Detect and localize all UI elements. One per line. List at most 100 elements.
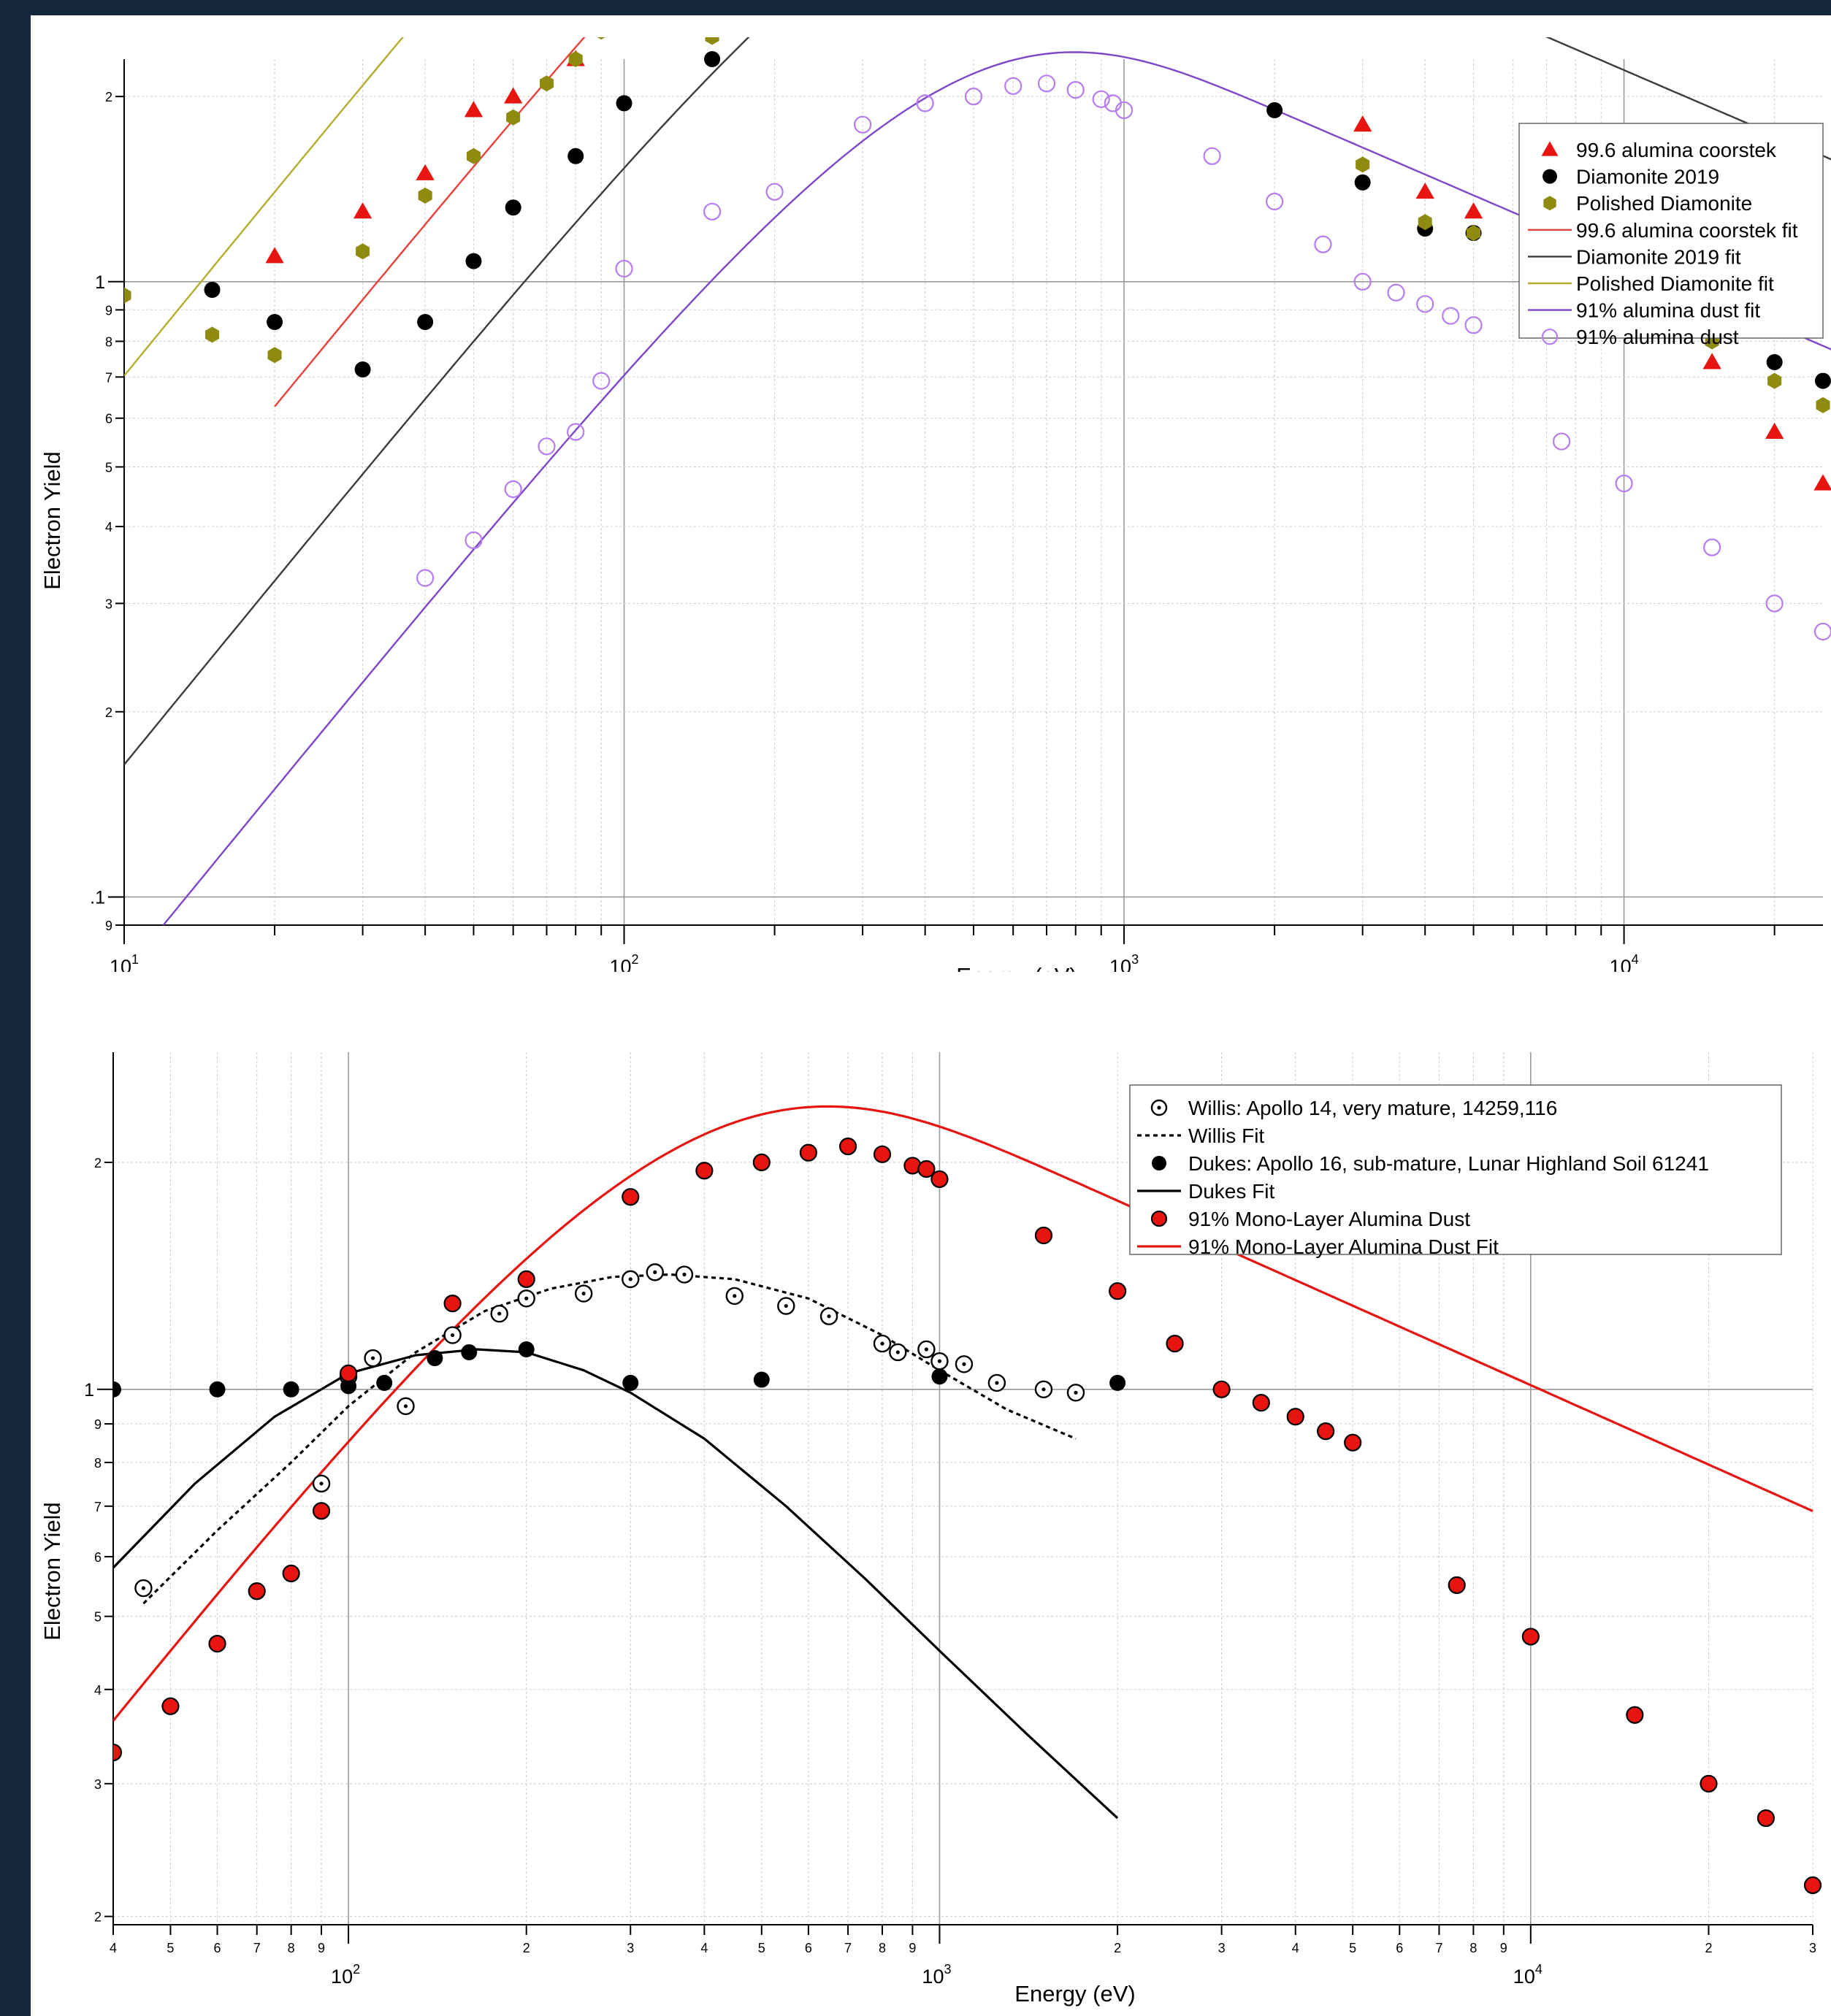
series-line-4 (124, 37, 1831, 765)
data-point (917, 1340, 936, 1359)
data-point (930, 1170, 949, 1189)
data-point (506, 109, 521, 126)
legend-label: 91% Mono-Layer Alumina Dust (1188, 1208, 1470, 1230)
data-point (1765, 594, 1784, 613)
x-minor-tick-label: 2 (523, 1941, 530, 1955)
y-tick-label: 4 (105, 520, 112, 534)
data-point (622, 1374, 639, 1391)
data-point (209, 1381, 226, 1398)
data-point (465, 531, 483, 549)
legend-marker-swatch (1150, 1210, 1168, 1227)
data-point (265, 247, 284, 264)
data-point (504, 87, 523, 104)
x-minor-tick-label: 9 (1500, 1941, 1507, 1955)
data-point (1626, 1706, 1644, 1724)
data-point (1521, 1628, 1540, 1646)
y-tick-label: 7 (105, 370, 112, 385)
y-tick-label: 2 (105, 705, 112, 720)
data-point (765, 183, 784, 201)
legend-entry: 91% Mono-Layer Alumina Dust (1150, 1208, 1470, 1230)
data-point (799, 1143, 817, 1162)
data-point (917, 1160, 936, 1178)
x-minor-tick-label: 3 (1218, 1941, 1226, 1955)
y-tick-label: 9 (105, 919, 112, 933)
y-tick-label: 7 (94, 1500, 102, 1514)
x-major-tick-label: 104 (1513, 1962, 1543, 1988)
data-point (1109, 1282, 1127, 1300)
series-line-3 (274, 37, 586, 407)
data-point (517, 1270, 535, 1288)
legend-marker-swatch (1543, 196, 1556, 211)
x-minor-tick-label: 9 (909, 1941, 916, 1955)
data-point (1464, 202, 1483, 219)
data-point (752, 1153, 771, 1172)
data-point (854, 115, 872, 134)
data-point (416, 569, 435, 587)
x-major-tick-label: 103 (1109, 952, 1139, 972)
data-point (615, 259, 633, 278)
data-point (418, 187, 432, 204)
legend-label: Diamonite 2019 fit (1576, 245, 1741, 268)
data-point (1615, 475, 1633, 493)
data-point (1317, 1422, 1335, 1441)
data-point (1415, 183, 1434, 199)
data-point (622, 1188, 640, 1206)
y-tick-label: 4 (94, 1683, 102, 1698)
data-point (353, 202, 372, 219)
data-point (161, 1697, 180, 1715)
data-point (282, 1564, 300, 1583)
data-point (617, 15, 631, 24)
data-point (1266, 192, 1284, 211)
series-points-7 (416, 74, 1831, 641)
series-line-3 (113, 1348, 1119, 1820)
legend-label: 91% Mono-Layer Alumina Dust Fit (1188, 1235, 1499, 1258)
data-point (1266, 101, 1283, 118)
legend-label: 91% alumina dust (1576, 326, 1739, 348)
x-minor-tick-label: 5 (758, 1941, 765, 1955)
x-axis-label: Energy (eV) (956, 963, 1077, 972)
data-point (705, 37, 719, 45)
x-minor-tick-label: 8 (288, 1941, 295, 1955)
data-point (1034, 1226, 1053, 1245)
data-point (1448, 1576, 1466, 1595)
legend-marker-swatch (1150, 1099, 1168, 1116)
x-minor-tick-label: 4 (110, 1941, 117, 1955)
data-point (955, 1355, 974, 1373)
data-point (1757, 1809, 1775, 1828)
data-point (574, 1284, 593, 1303)
legend-entry: Diamonite 2019 fit (1528, 245, 1741, 268)
legend-entry: 99.6 alumina coorstek fit (1528, 219, 1798, 242)
x-minor-tick-label: 3 (1809, 1941, 1816, 1955)
series-points-4 (113, 1137, 1822, 1894)
data-point (356, 243, 370, 260)
data-point (416, 164, 435, 180)
legend-entry: 91% Mono-Layer Alumina Dust Fit (1137, 1235, 1499, 1258)
x-tick-exponent: 3 (1131, 952, 1139, 967)
data-point (930, 1352, 949, 1371)
x-tick-base: 10 (110, 956, 131, 972)
data-point (622, 1270, 640, 1289)
legend-entry: Dukes: Apollo 16, sub-mature, Lunar High… (1152, 1152, 1709, 1175)
x-minor-tick-label: 6 (805, 1941, 812, 1955)
legend-entry: 91% alumina dust fit (1528, 299, 1760, 322)
data-point (1702, 353, 1721, 369)
y-tick-label: 9 (94, 1417, 102, 1432)
data-point (1004, 77, 1022, 95)
data-point (518, 1341, 535, 1357)
data-point (1354, 174, 1371, 191)
legend-label: Polished Diamonite (1576, 192, 1752, 215)
legend-entry: Diamonite 2019 (1543, 166, 1719, 188)
data-point (427, 1350, 443, 1367)
y-axis-label: Electron Yield (39, 451, 65, 590)
y-tick-label: 2 (105, 90, 112, 104)
x-tick-base: 10 (610, 956, 632, 972)
legend-label: Willis: Apollo 14, very mature, 14259,11… (1188, 1097, 1557, 1119)
data-point (1803, 1876, 1822, 1894)
data-point (987, 1373, 1006, 1392)
x-major-tick-label: 102 (331, 1962, 360, 1988)
x-minor-tick-label: 8 (879, 1941, 886, 1955)
x-minor-tick-label: 5 (167, 1941, 174, 1955)
x-tick-base: 10 (1513, 1966, 1535, 1988)
data-point (364, 1349, 382, 1368)
